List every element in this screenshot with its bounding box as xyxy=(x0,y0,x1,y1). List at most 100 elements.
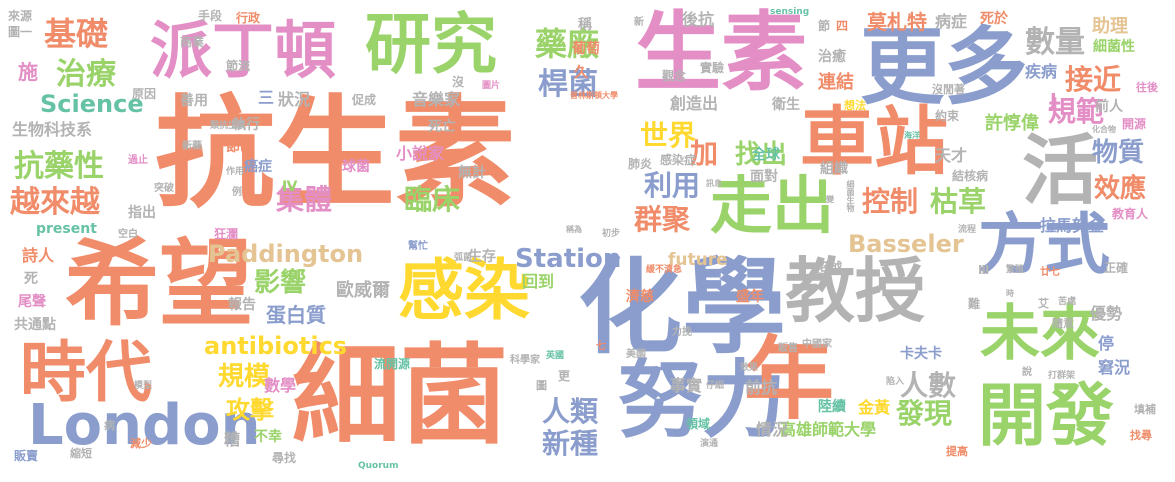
word-bad: 糟 xyxy=(224,430,241,449)
word-figure: 圖 xyxy=(536,379,547,392)
word-die-of: 死於 xyxy=(980,11,1008,27)
word-poet: 詩人 xyxy=(22,246,55,265)
word-method: 方式 xyxy=(978,206,1110,283)
word-china: 中國家 xyxy=(802,339,832,350)
word-fact: 事實 xyxy=(670,376,703,395)
word-common: 共通點 xyxy=(14,317,56,333)
word-hygiene: 衛生 xyxy=(772,97,800,113)
word-nknu: 高雄師範大學 xyxy=(780,420,877,439)
word-process: 流程 xyxy=(958,225,977,235)
word-research: 研究 xyxy=(365,6,497,83)
word-math: 數學 xyxy=(264,376,297,395)
word-restrict: 約束 xyxy=(935,109,960,123)
word-unfortunate: 不幸 xyxy=(254,429,282,445)
word-example: 例 xyxy=(232,187,242,198)
word-later: 往後 xyxy=(1136,81,1158,94)
word-genius: 天才 xyxy=(935,146,968,165)
word-model: 模型 xyxy=(134,381,153,391)
word-gang-fight: 打群架 xyxy=(1048,371,1076,381)
word-return: 回到 xyxy=(522,272,555,291)
word-grape: 葡萄 xyxy=(572,41,600,57)
word-mozart: 莫札特 xyxy=(867,10,927,34)
word-vend: 販賣 xyxy=(14,449,39,463)
word-tuberculosis: 結核病 xyxy=(952,169,989,183)
word-no-plan: 無計 xyxy=(458,165,486,181)
word-era: 時代 xyxy=(20,334,152,411)
word-commerce: 商業 xyxy=(180,35,205,49)
word-four: 四 xyxy=(836,19,849,33)
word-treatment: 治療 xyxy=(56,57,116,92)
word-death: 死亡 xyxy=(428,119,456,135)
word-breakthrough: 突破 xyxy=(154,183,174,194)
word-attack: 攻擊 xyxy=(226,396,274,424)
word-tide: 狂瀾 xyxy=(214,227,239,241)
word-biotech: 生物科技系 xyxy=(12,120,93,139)
word-cure: 治癒 xyxy=(818,49,846,65)
word-add: 加 xyxy=(690,137,719,170)
word-die: 死 xyxy=(24,271,38,287)
word-sensing: sensing xyxy=(770,7,810,17)
word-seven: 七 xyxy=(596,341,606,352)
word-shengsu: 生素 xyxy=(635,3,807,103)
word-humanity: 人類 xyxy=(542,395,599,428)
word-situation: 情況 xyxy=(756,420,789,439)
word-means: 手段 xyxy=(198,9,223,23)
word-predicament: 窘況 xyxy=(1098,358,1131,377)
word-three: 三 xyxy=(258,88,275,107)
word-paddington: Paddington xyxy=(208,240,364,268)
word-raise: 提高 xyxy=(946,445,968,458)
word-educator: 教育人 xyxy=(1112,207,1149,221)
word-hay: 枯草 xyxy=(930,185,987,218)
word-no: 沒 xyxy=(452,75,465,89)
word-difficult: 難 xyxy=(968,297,981,311)
word-chemistry: 化學 xyxy=(578,246,787,368)
word-influence: 影響 xyxy=(254,268,307,298)
word-surpass: 超越 xyxy=(814,261,842,277)
word-roman-four: Ⅳ xyxy=(282,179,298,195)
word-resistance: 抗藥性 xyxy=(14,149,104,184)
word-pneumonia: 肺炎 xyxy=(628,157,653,171)
word-substance: 物質 xyxy=(1092,138,1145,168)
word-control: 控制 xyxy=(862,185,919,218)
word-cancer: 癌症 xyxy=(244,159,272,175)
word-post-antibiotic: 後抗 xyxy=(682,10,715,29)
word-more-and-more: 越來越 xyxy=(10,185,100,220)
word-flow-source: 流開源 xyxy=(374,357,411,371)
word-year: 年 xyxy=(744,327,834,432)
word-disease: 病症 xyxy=(935,12,968,31)
word-ai: 艾 xyxy=(1038,297,1049,310)
word-norm: 規範 xyxy=(1048,95,1105,128)
word-pre-antibiotic: 前抗 xyxy=(745,378,778,397)
word-station: Station xyxy=(515,244,622,274)
word-utilize: 利用 xyxy=(644,169,701,202)
word-antibiotic-like: 類抗生素 xyxy=(210,121,247,131)
word-professor: 教授 xyxy=(785,250,925,332)
word-bacterial-biology: 細菌生物 xyxy=(846,180,855,212)
word-count: 人數 xyxy=(900,369,957,402)
word-blank: 空白 xyxy=(118,229,138,240)
word-prime: 盛年 xyxy=(736,289,764,305)
word-vibrio: 弧菌 xyxy=(454,253,473,263)
word-collective: 集體 xyxy=(276,183,333,216)
word-effort: 努力 xyxy=(618,351,787,449)
word-assistant: 助理 xyxy=(1092,16,1128,37)
word-effect: 效應 xyxy=(1094,174,1147,204)
word-bacterial: 細菌性 xyxy=(1093,39,1135,55)
word-discover: 發現 xyxy=(896,397,953,430)
word-global: 全球 xyxy=(752,147,780,163)
word-section: 節 xyxy=(818,19,831,33)
word-keats: 濟慈 xyxy=(626,289,654,305)
word-sick: 病 xyxy=(104,419,115,432)
word-golden: 金黃 xyxy=(858,398,891,417)
word-admin: 行政 xyxy=(236,11,261,25)
word-good-use: 善用 xyxy=(180,93,208,109)
word-infection: 感染 xyxy=(398,252,530,329)
word-idea: 想法 xyxy=(844,99,866,112)
word-sell: 販售 xyxy=(778,343,798,354)
word-condition: 狀況 xyxy=(278,90,311,109)
word-ending: 尾聲 xyxy=(18,294,46,310)
word-find-out: 找出 xyxy=(735,140,788,170)
word-illness: 疾病 xyxy=(1025,62,1058,81)
word-change: 變 xyxy=(826,195,834,204)
word-hope: 希望 xyxy=(65,230,254,339)
